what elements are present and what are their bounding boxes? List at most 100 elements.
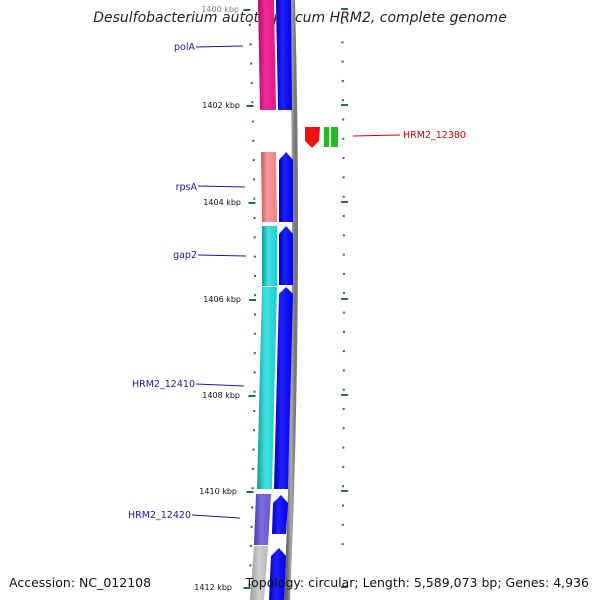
cds-arrow — [272, 495, 288, 534]
feature-track-genes — [250, 0, 277, 600]
scale-dot — [341, 543, 344, 546]
accession-label: Accession: NC_012108 — [9, 575, 152, 590]
scale-dot — [250, 62, 253, 65]
scale-dot — [250, 525, 253, 528]
tick-mark — [341, 104, 348, 106]
scale-dot — [248, 24, 251, 26]
cds-arrow — [279, 226, 293, 285]
scale-dot — [252, 139, 255, 142]
tick-label: 1410 kbp — [199, 487, 237, 496]
tick-mark — [341, 201, 348, 203]
scale-dot — [253, 352, 256, 355]
cds-arrow — [276, 0, 292, 110]
scale-dot — [250, 81, 253, 84]
scale-dot — [342, 388, 345, 391]
tick-mark — [341, 490, 348, 492]
gene-polA — [258, 0, 276, 110]
scale-dot — [252, 159, 255, 162]
scale-dot — [341, 523, 344, 526]
scale-dot — [253, 197, 256, 200]
genome-summary: Topology: circular; Length: 5,589,073 bp… — [245, 575, 589, 590]
scale-dot — [343, 311, 345, 314]
scale-dot — [253, 217, 256, 219]
tick-mark — [248, 202, 256, 204]
tick-mark — [246, 491, 254, 493]
tick-label: 1402 kbp — [202, 101, 240, 110]
scale-dot — [253, 255, 256, 258]
scale-dot — [342, 369, 345, 372]
scale-dot — [342, 157, 345, 160]
scale-dot — [343, 330, 345, 333]
scale-dot — [342, 176, 345, 179]
cds-arrow — [274, 287, 293, 489]
scale-dot — [254, 274, 256, 277]
scale-dot — [342, 350, 345, 353]
scale-dot — [341, 79, 344, 82]
map-title: Desulfobacterium autotrophicum HRM2, com… — [93, 10, 507, 26]
tick-mark — [243, 587, 251, 589]
scale-dot — [342, 485, 345, 488]
forward-feature-stripe — [329, 127, 331, 147]
scale-dot — [342, 137, 345, 140]
gene-label-lines — [191, 45, 401, 519]
scale-dot — [342, 446, 345, 449]
tick-label: 1400 kbp — [201, 5, 239, 14]
tick-mark — [248, 395, 256, 397]
scale-dot — [341, 41, 344, 44]
scale-dot — [251, 487, 254, 490]
gc-skew-track — [341, 22, 345, 546]
scale-dot — [342, 504, 344, 507]
tick-label: 1408 kbp — [202, 391, 240, 400]
tick-mark — [341, 298, 348, 300]
scale-dot — [253, 236, 256, 239]
scale-dot — [251, 120, 254, 123]
tick-mark — [341, 8, 348, 10]
scale-dot — [254, 313, 256, 316]
scale-dot — [342, 99, 344, 102]
scale-dot — [253, 390, 256, 393]
scale-dot — [342, 234, 345, 237]
cds-arrow — [269, 548, 286, 600]
scale-dot — [252, 467, 255, 470]
scale-dot — [253, 371, 256, 374]
reverse-feature — [305, 127, 320, 148]
scale-dot — [342, 253, 345, 256]
tick-label: 1404 kbp — [203, 198, 241, 207]
tick-label: 1412 kbp — [194, 583, 232, 592]
scale-dot — [343, 292, 345, 295]
scale-dot — [251, 101, 254, 104]
gene-label-HRM2_12410: HRM2_12410 — [132, 379, 195, 390]
scale-dot — [342, 427, 345, 430]
scale-dot — [342, 408, 345, 410]
gene-labels: polA rpsA gap2 HRM2_12410 HRM2_12420 HRM… — [128, 42, 466, 521]
scale-dot — [252, 429, 255, 432]
scale-dot — [249, 564, 252, 567]
gene-label-gap2: gap2 — [173, 250, 197, 261]
scale-dot — [252, 448, 255, 451]
tick-marks — [243, 8, 348, 589]
scale-dot — [249, 43, 252, 46]
gene-label-polA: polA — [174, 42, 195, 53]
scale-dot — [341, 22, 344, 24]
gene-label-HRM2_12420: HRM2_12420 — [128, 510, 191, 521]
inner-scale-dots — [248, 24, 256, 586]
scale-dot — [342, 215, 345, 217]
scale-dot — [248, 583, 251, 586]
tick-labels: 1400 kbp 1402 kbp 1404 kbp 1406 kbp 1408… — [194, 5, 241, 592]
scale-dot — [251, 506, 254, 509]
tick-mark — [246, 105, 254, 107]
gene-label-HRM2_12380: HRM2_12380 — [403, 130, 466, 141]
gene-gap2 — [262, 226, 277, 286]
scale-dot — [253, 178, 255, 181]
scale-dot — [342, 195, 345, 198]
scale-dot — [254, 294, 256, 297]
scale-dot — [250, 545, 252, 548]
tick-mark — [243, 9, 251, 11]
tick-mark — [341, 586, 348, 588]
tick-label: 1406 kbp — [203, 295, 241, 304]
gene-label-rpsA: rpsA — [176, 182, 198, 193]
scale-dot — [253, 410, 256, 412]
gene-unlabeled-gray — [250, 546, 268, 600]
tick-mark — [341, 394, 348, 396]
